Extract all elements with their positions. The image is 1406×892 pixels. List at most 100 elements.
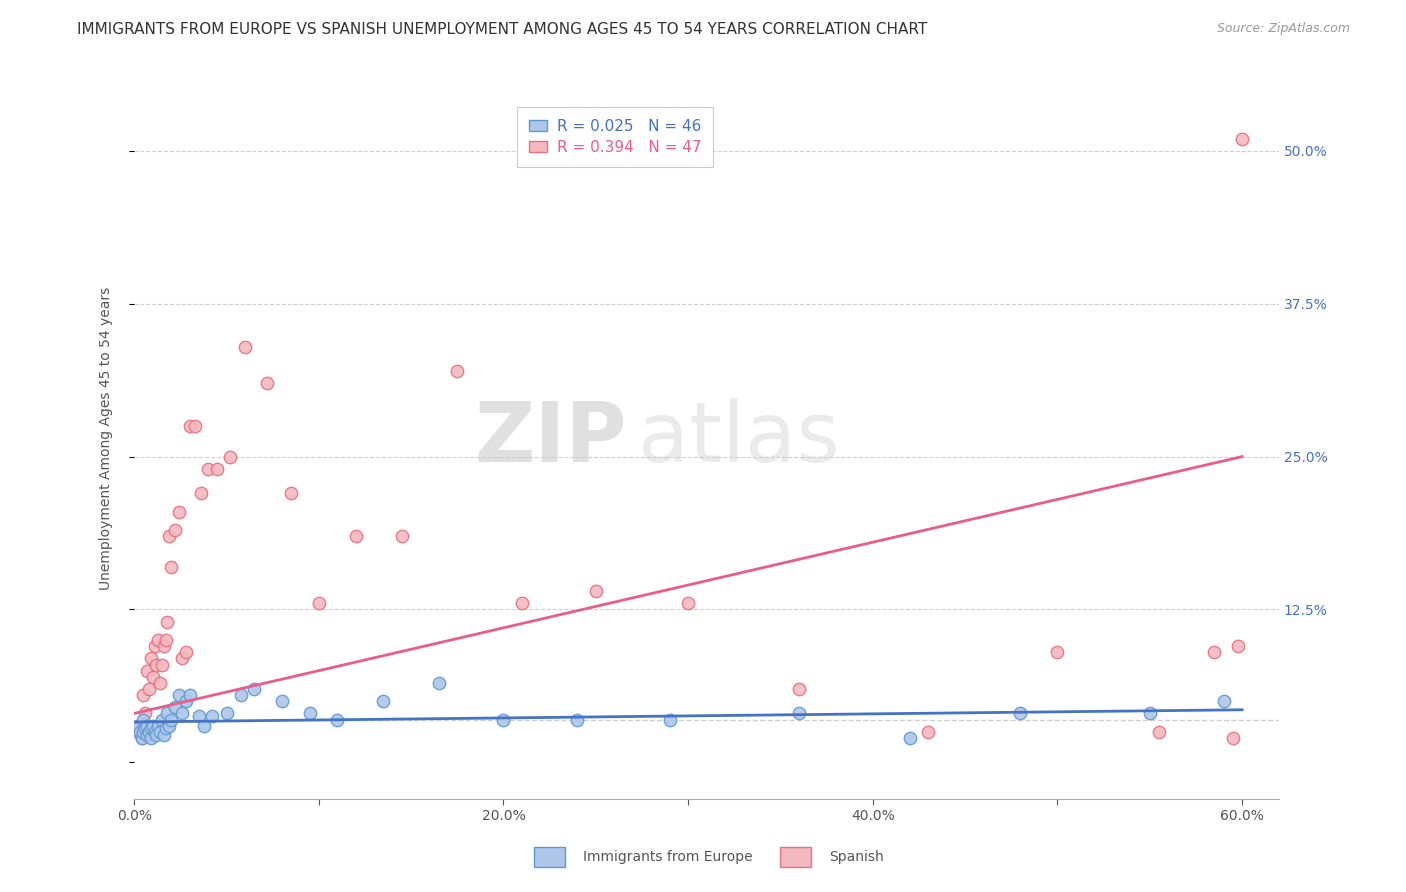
Point xyxy=(308,596,330,610)
Point xyxy=(174,645,197,659)
Point xyxy=(157,529,180,543)
Point xyxy=(167,688,190,702)
Point xyxy=(155,633,177,648)
Point xyxy=(373,694,395,708)
Point xyxy=(136,719,159,733)
Point xyxy=(676,596,699,610)
Point xyxy=(201,709,224,723)
Point xyxy=(138,681,160,696)
Point xyxy=(917,724,939,739)
Point xyxy=(492,713,515,727)
Point xyxy=(787,706,810,721)
Point xyxy=(215,706,238,721)
Point xyxy=(163,700,186,714)
Point xyxy=(142,670,165,684)
Point xyxy=(172,651,194,665)
Point xyxy=(172,706,194,721)
Text: Spanish: Spanish xyxy=(830,850,884,864)
Point xyxy=(143,724,166,739)
Point xyxy=(207,462,229,476)
Point xyxy=(139,721,162,735)
Y-axis label: Unemployment Among Ages 45 to 54 years: Unemployment Among Ages 45 to 54 years xyxy=(100,286,114,590)
Point xyxy=(163,523,186,537)
Point xyxy=(344,529,367,543)
Point xyxy=(139,731,162,745)
Point xyxy=(138,724,160,739)
Point xyxy=(132,724,155,739)
Point xyxy=(152,729,174,743)
Point xyxy=(132,688,155,702)
Point xyxy=(1147,724,1170,739)
Point xyxy=(131,731,153,745)
Point xyxy=(155,721,177,735)
Text: ZIP: ZIP xyxy=(474,398,627,479)
Point xyxy=(131,731,153,745)
Point xyxy=(243,681,266,696)
Point xyxy=(149,676,172,690)
Point xyxy=(219,450,242,464)
Point xyxy=(160,559,183,574)
Point xyxy=(1212,694,1234,708)
Point xyxy=(446,364,468,378)
Point xyxy=(190,486,212,500)
Point xyxy=(585,584,607,599)
Point xyxy=(391,529,413,543)
Point xyxy=(233,339,256,353)
Point xyxy=(179,688,201,702)
Point xyxy=(156,706,179,721)
Legend: R = 0.025   N = 46, R = 0.394   N = 47: R = 0.025 N = 46, R = 0.394 N = 47 xyxy=(517,107,713,168)
Point xyxy=(1010,706,1032,721)
Point xyxy=(132,713,155,727)
Point xyxy=(128,724,150,739)
Point xyxy=(160,713,183,727)
Point xyxy=(1227,639,1250,653)
Point xyxy=(427,676,450,690)
Point xyxy=(150,713,173,727)
Text: atlas: atlas xyxy=(638,398,839,479)
Point xyxy=(271,694,294,708)
Point xyxy=(145,729,167,743)
Point xyxy=(128,719,150,733)
Point xyxy=(658,713,681,727)
Point xyxy=(142,719,165,733)
Point xyxy=(139,651,162,665)
Point xyxy=(127,719,149,733)
Point xyxy=(152,639,174,653)
Point xyxy=(1139,706,1161,721)
Point xyxy=(787,681,810,696)
Point xyxy=(1230,131,1253,145)
Point xyxy=(157,719,180,733)
Point xyxy=(280,486,302,500)
Point xyxy=(148,719,170,733)
Point xyxy=(567,713,589,727)
Point xyxy=(149,724,172,739)
Text: Immigrants from Europe: Immigrants from Europe xyxy=(583,850,754,864)
Point xyxy=(127,724,149,739)
Point xyxy=(1222,731,1244,745)
Point xyxy=(143,639,166,653)
Point xyxy=(298,706,321,721)
Point xyxy=(156,615,179,629)
Point xyxy=(256,376,278,391)
Point xyxy=(1046,645,1069,659)
Point xyxy=(134,706,156,721)
Text: IMMIGRANTS FROM EUROPE VS SPANISH UNEMPLOYMENT AMONG AGES 45 TO 54 YEARS CORRELA: IMMIGRANTS FROM EUROPE VS SPANISH UNEMPL… xyxy=(77,22,928,37)
Point xyxy=(148,633,170,648)
Point xyxy=(231,688,253,702)
Point xyxy=(193,719,215,733)
Point xyxy=(184,419,207,434)
Point xyxy=(174,694,197,708)
Point xyxy=(187,709,209,723)
Point xyxy=(167,505,190,519)
Point xyxy=(145,657,167,672)
Point xyxy=(136,729,159,743)
Point xyxy=(136,664,159,678)
Point xyxy=(1204,645,1226,659)
Point xyxy=(197,462,219,476)
Point xyxy=(898,731,921,745)
Point xyxy=(150,657,173,672)
Point xyxy=(179,419,201,434)
Text: Source: ZipAtlas.com: Source: ZipAtlas.com xyxy=(1216,22,1350,36)
Point xyxy=(510,596,533,610)
Point xyxy=(326,713,349,727)
